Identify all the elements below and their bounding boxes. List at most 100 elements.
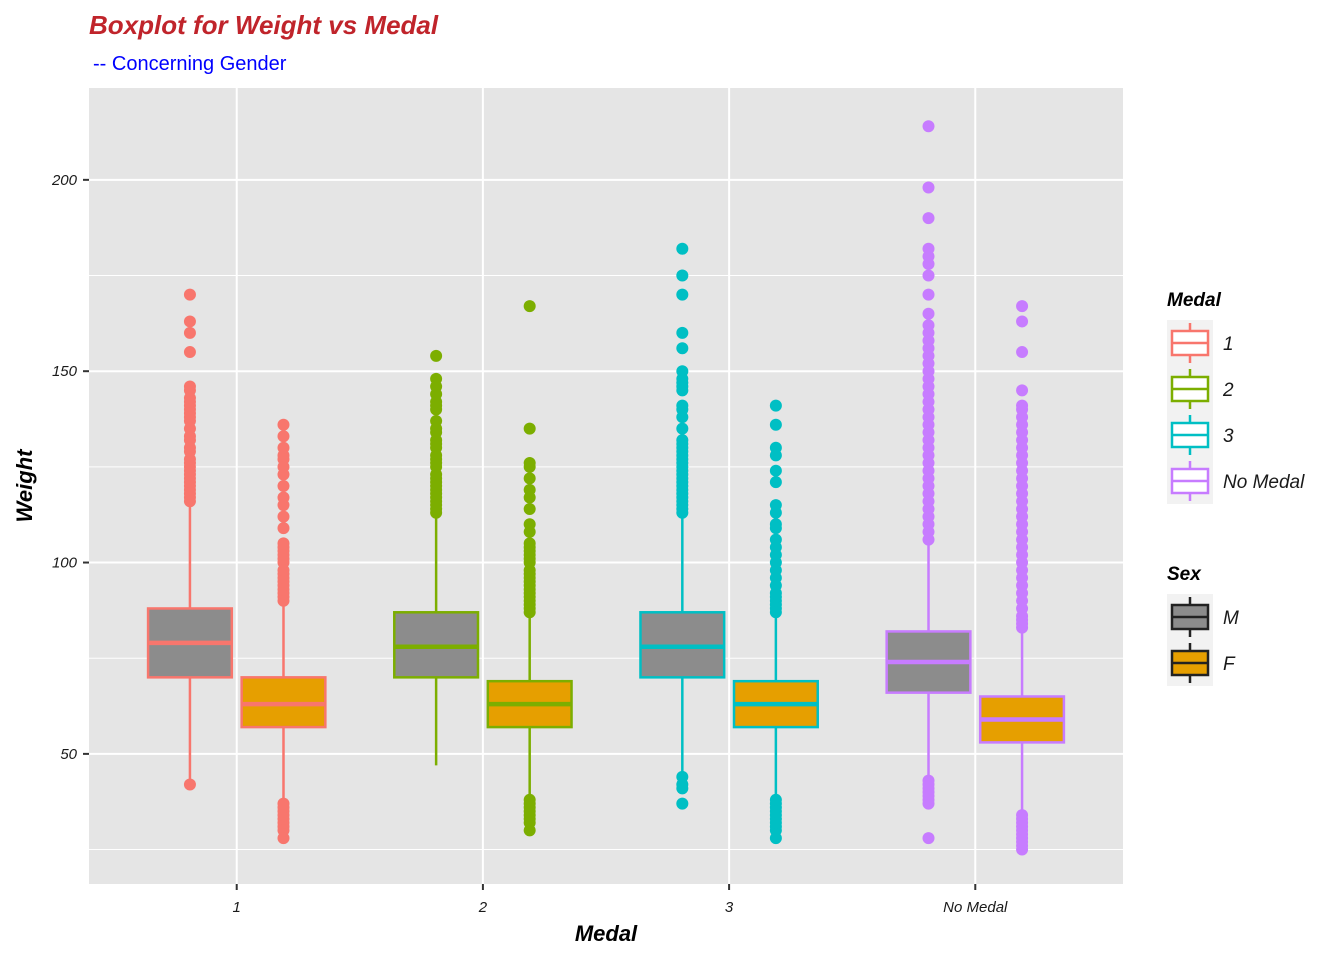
- plot-panel: [89, 88, 1123, 884]
- outlier-point: [922, 212, 935, 225]
- outlier-point: [1016, 809, 1029, 822]
- box-M-3: [639, 242, 726, 810]
- legend-key-medal-2: [1167, 366, 1213, 412]
- outlier-point: [277, 510, 290, 523]
- outlier-point: [523, 518, 536, 531]
- outlier-point: [769, 464, 782, 477]
- x-axis-title: Medal: [575, 921, 638, 946]
- outlier-point: [183, 778, 196, 791]
- outlier-point: [430, 372, 443, 385]
- outlier-point: [676, 326, 689, 339]
- y-tick-label: 50: [60, 746, 77, 763]
- y-axis-title: Weight: [12, 448, 37, 523]
- outlier-point: [523, 472, 536, 485]
- outlier-point: [523, 502, 536, 515]
- outlier-point: [1016, 346, 1029, 359]
- outlier-point: [676, 770, 689, 783]
- box-F-1: [240, 418, 327, 845]
- legend-key-medal-3: [1167, 412, 1213, 458]
- outlier-point: [277, 491, 290, 504]
- outlier-point: [769, 793, 782, 806]
- box-F-No Medal: [978, 300, 1066, 856]
- outlier-point: [676, 797, 689, 810]
- box-M-No Medal: [885, 120, 972, 845]
- legend-label: M: [1223, 608, 1239, 629]
- outlier-point: [523, 300, 536, 313]
- boxes-layer: [146, 120, 1066, 856]
- outlier-point: [183, 315, 196, 328]
- outlier-point: [1016, 315, 1029, 328]
- outlier-point: [277, 797, 290, 810]
- x-axis: 1 2 3 No Medal: [233, 884, 1008, 916]
- outlier-point: [769, 518, 782, 531]
- legend-medal-title: Medal: [1167, 290, 1222, 311]
- outlier-point: [430, 349, 443, 362]
- outlier-point: [183, 288, 196, 301]
- outlier-point: [922, 120, 935, 133]
- outlier-point: [277, 430, 290, 443]
- outlier-point: [523, 537, 536, 550]
- outlier-point: [183, 326, 196, 339]
- outlier-point: [676, 242, 689, 255]
- outlier-point: [277, 537, 290, 550]
- outlier-point: [769, 533, 782, 546]
- chart-title: Boxplot for Weight vs Medal: [89, 10, 439, 40]
- outlier-point: [1016, 300, 1029, 313]
- outlier-point: [676, 342, 689, 355]
- outlier-point: [922, 242, 935, 255]
- outlier-point: [676, 288, 689, 301]
- legend-label: 1: [1223, 334, 1234, 355]
- outlier-point: [769, 418, 782, 431]
- outlier-point: [1016, 399, 1029, 412]
- box-M-1: [146, 288, 234, 791]
- box-F-2: [486, 300, 573, 837]
- outlier-point: [183, 346, 196, 359]
- outlier-point: [676, 365, 689, 378]
- y-axis: 50 100 150 200: [51, 172, 89, 763]
- outlier-point: [922, 288, 935, 301]
- legend-sex-title: Sex: [1167, 564, 1202, 585]
- legend-label: F: [1223, 654, 1236, 675]
- legend-label: 3: [1223, 426, 1234, 447]
- outlier-point: [922, 774, 935, 787]
- outlier-point: [676, 422, 689, 435]
- x-tick-label: 3: [725, 899, 734, 916]
- outlier-point: [523, 483, 536, 496]
- y-tick-label: 100: [52, 555, 78, 572]
- outlier-point: [922, 269, 935, 282]
- outlier-point: [676, 269, 689, 282]
- x-tick-label: No Medal: [943, 899, 1008, 916]
- box-F-3: [732, 399, 819, 845]
- legend-key-sex-M: [1167, 594, 1213, 640]
- outlier-point: [922, 181, 935, 194]
- outlier-point: [769, 476, 782, 489]
- legend-key-sex-F: [1167, 640, 1213, 686]
- outlier-point: [676, 399, 689, 412]
- x-tick-label: 1: [233, 899, 241, 916]
- outlier-point: [523, 422, 536, 435]
- outlier-point: [183, 380, 196, 393]
- outlier-point: [769, 399, 782, 412]
- outlier-point: [430, 414, 443, 427]
- outlier-point: [676, 434, 689, 447]
- outlier-point: [922, 319, 935, 332]
- outlier-point: [1016, 384, 1029, 397]
- legend-sex: Sex M F: [1167, 564, 1239, 686]
- outlier-point: [277, 522, 290, 535]
- legend-label: 2: [1222, 380, 1234, 401]
- legend-key-medal-No Medal: [1167, 458, 1213, 504]
- legend-label: No Medal: [1223, 472, 1305, 493]
- outlier-point: [523, 457, 536, 470]
- x-tick-label: 2: [478, 899, 488, 916]
- legend-medal: Medal 1 2 3 No Medal: [1167, 290, 1305, 504]
- outlier-point: [769, 441, 782, 454]
- legend-key-medal-1: [1167, 320, 1213, 366]
- grid-lines: [89, 88, 1123, 884]
- y-tick-label: 200: [51, 172, 78, 189]
- outlier-point: [769, 499, 782, 512]
- outlier-point: [277, 418, 290, 431]
- y-tick-label: 150: [52, 363, 78, 380]
- outlier-point: [277, 441, 290, 454]
- chart-subtitle: -- Concerning Gender: [93, 53, 287, 75]
